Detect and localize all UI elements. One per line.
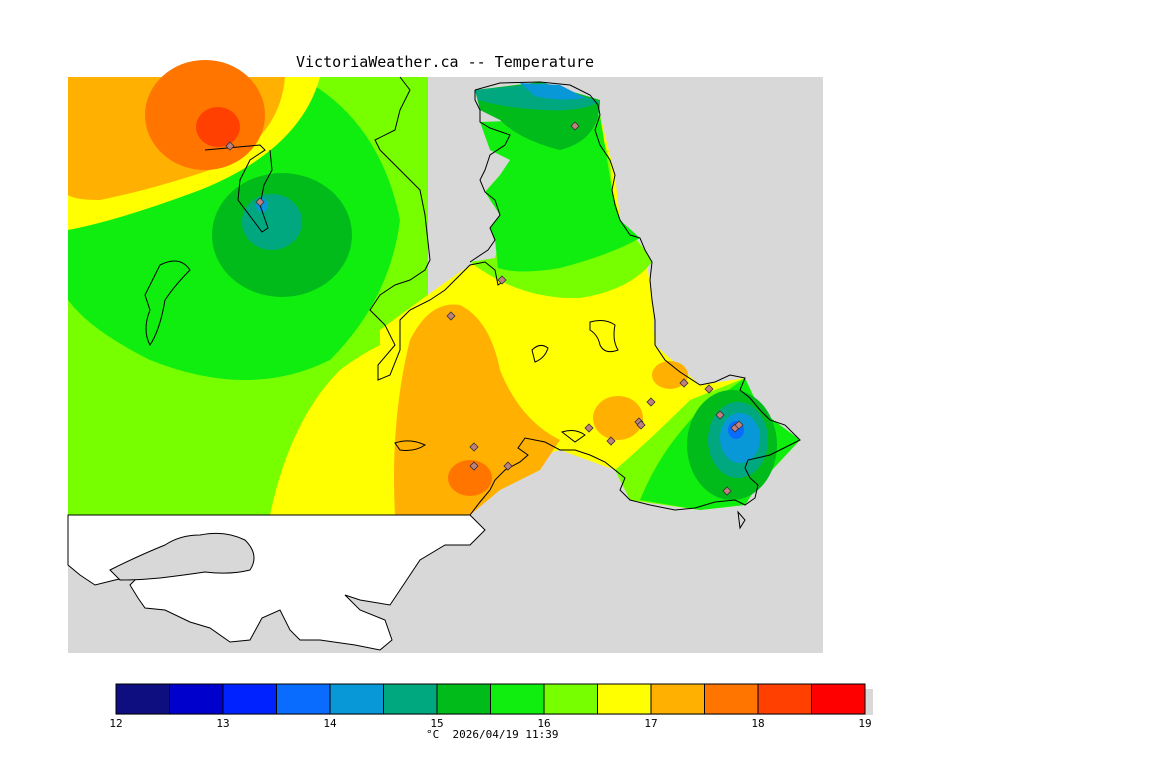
legend-unit: °C (426, 728, 440, 741)
station-marker[interactable] (606, 436, 616, 446)
station-marker[interactable] (715, 410, 725, 420)
legend-swatch (436, 683, 491, 715)
temperature-contours-east (256, 82, 800, 515)
legend-swatch (115, 683, 170, 715)
station-marker[interactable] (497, 275, 507, 285)
station-marker[interactable] (469, 442, 479, 452)
station-marker[interactable] (469, 461, 479, 471)
weather-stations (225, 121, 744, 496)
strait-inlet (109, 532, 255, 581)
legend-swatch (383, 683, 438, 715)
station-marker[interactable] (255, 197, 265, 207)
temperature-contours-west (68, 60, 428, 515)
station-marker[interactable] (225, 141, 235, 151)
legend-swatch (650, 683, 705, 715)
legend-swatch (329, 683, 384, 715)
station-marker[interactable] (646, 397, 656, 407)
legend-swatch (169, 683, 224, 715)
legend-tick-label: 14 (323, 717, 337, 730)
legend-swatch (222, 683, 277, 715)
legend-swatch (490, 683, 545, 715)
map-title: VictoriaWeather.ca -- Temperature (295, 53, 594, 71)
legend-tick-label: 12 (109, 717, 123, 730)
legend-tick-label: 18 (751, 717, 765, 730)
station-marker[interactable] (636, 420, 646, 430)
legend-swatch (811, 683, 866, 715)
color-legend (115, 683, 873, 715)
station-marker[interactable] (679, 378, 689, 388)
station-marker[interactable] (584, 423, 594, 433)
legend-timestamp: 2026/04/19 11:39 (452, 728, 559, 741)
legend-tick-label: 19 (858, 717, 872, 730)
legend-caption: °C 2026/04/19 11:39 (426, 728, 558, 741)
station-marker[interactable] (446, 311, 456, 321)
legend-swatch (543, 683, 598, 715)
station-marker[interactable] (503, 461, 513, 471)
legend-tick-label: 13 (216, 717, 230, 730)
legend-swatch (704, 683, 759, 715)
coastlines (144, 76, 801, 530)
station-marker[interactable] (570, 121, 580, 131)
station-marker[interactable] (704, 384, 714, 394)
legend-tick-label: 16 (537, 717, 551, 730)
station-marker[interactable] (734, 420, 744, 430)
legend-tick-label: 15 (430, 717, 444, 730)
legend-swatch (597, 683, 652, 715)
legend-tick-label: 17 (644, 717, 658, 730)
legend-swatch (757, 683, 812, 715)
legend-swatch (276, 683, 331, 715)
station-marker[interactable] (722, 486, 732, 496)
